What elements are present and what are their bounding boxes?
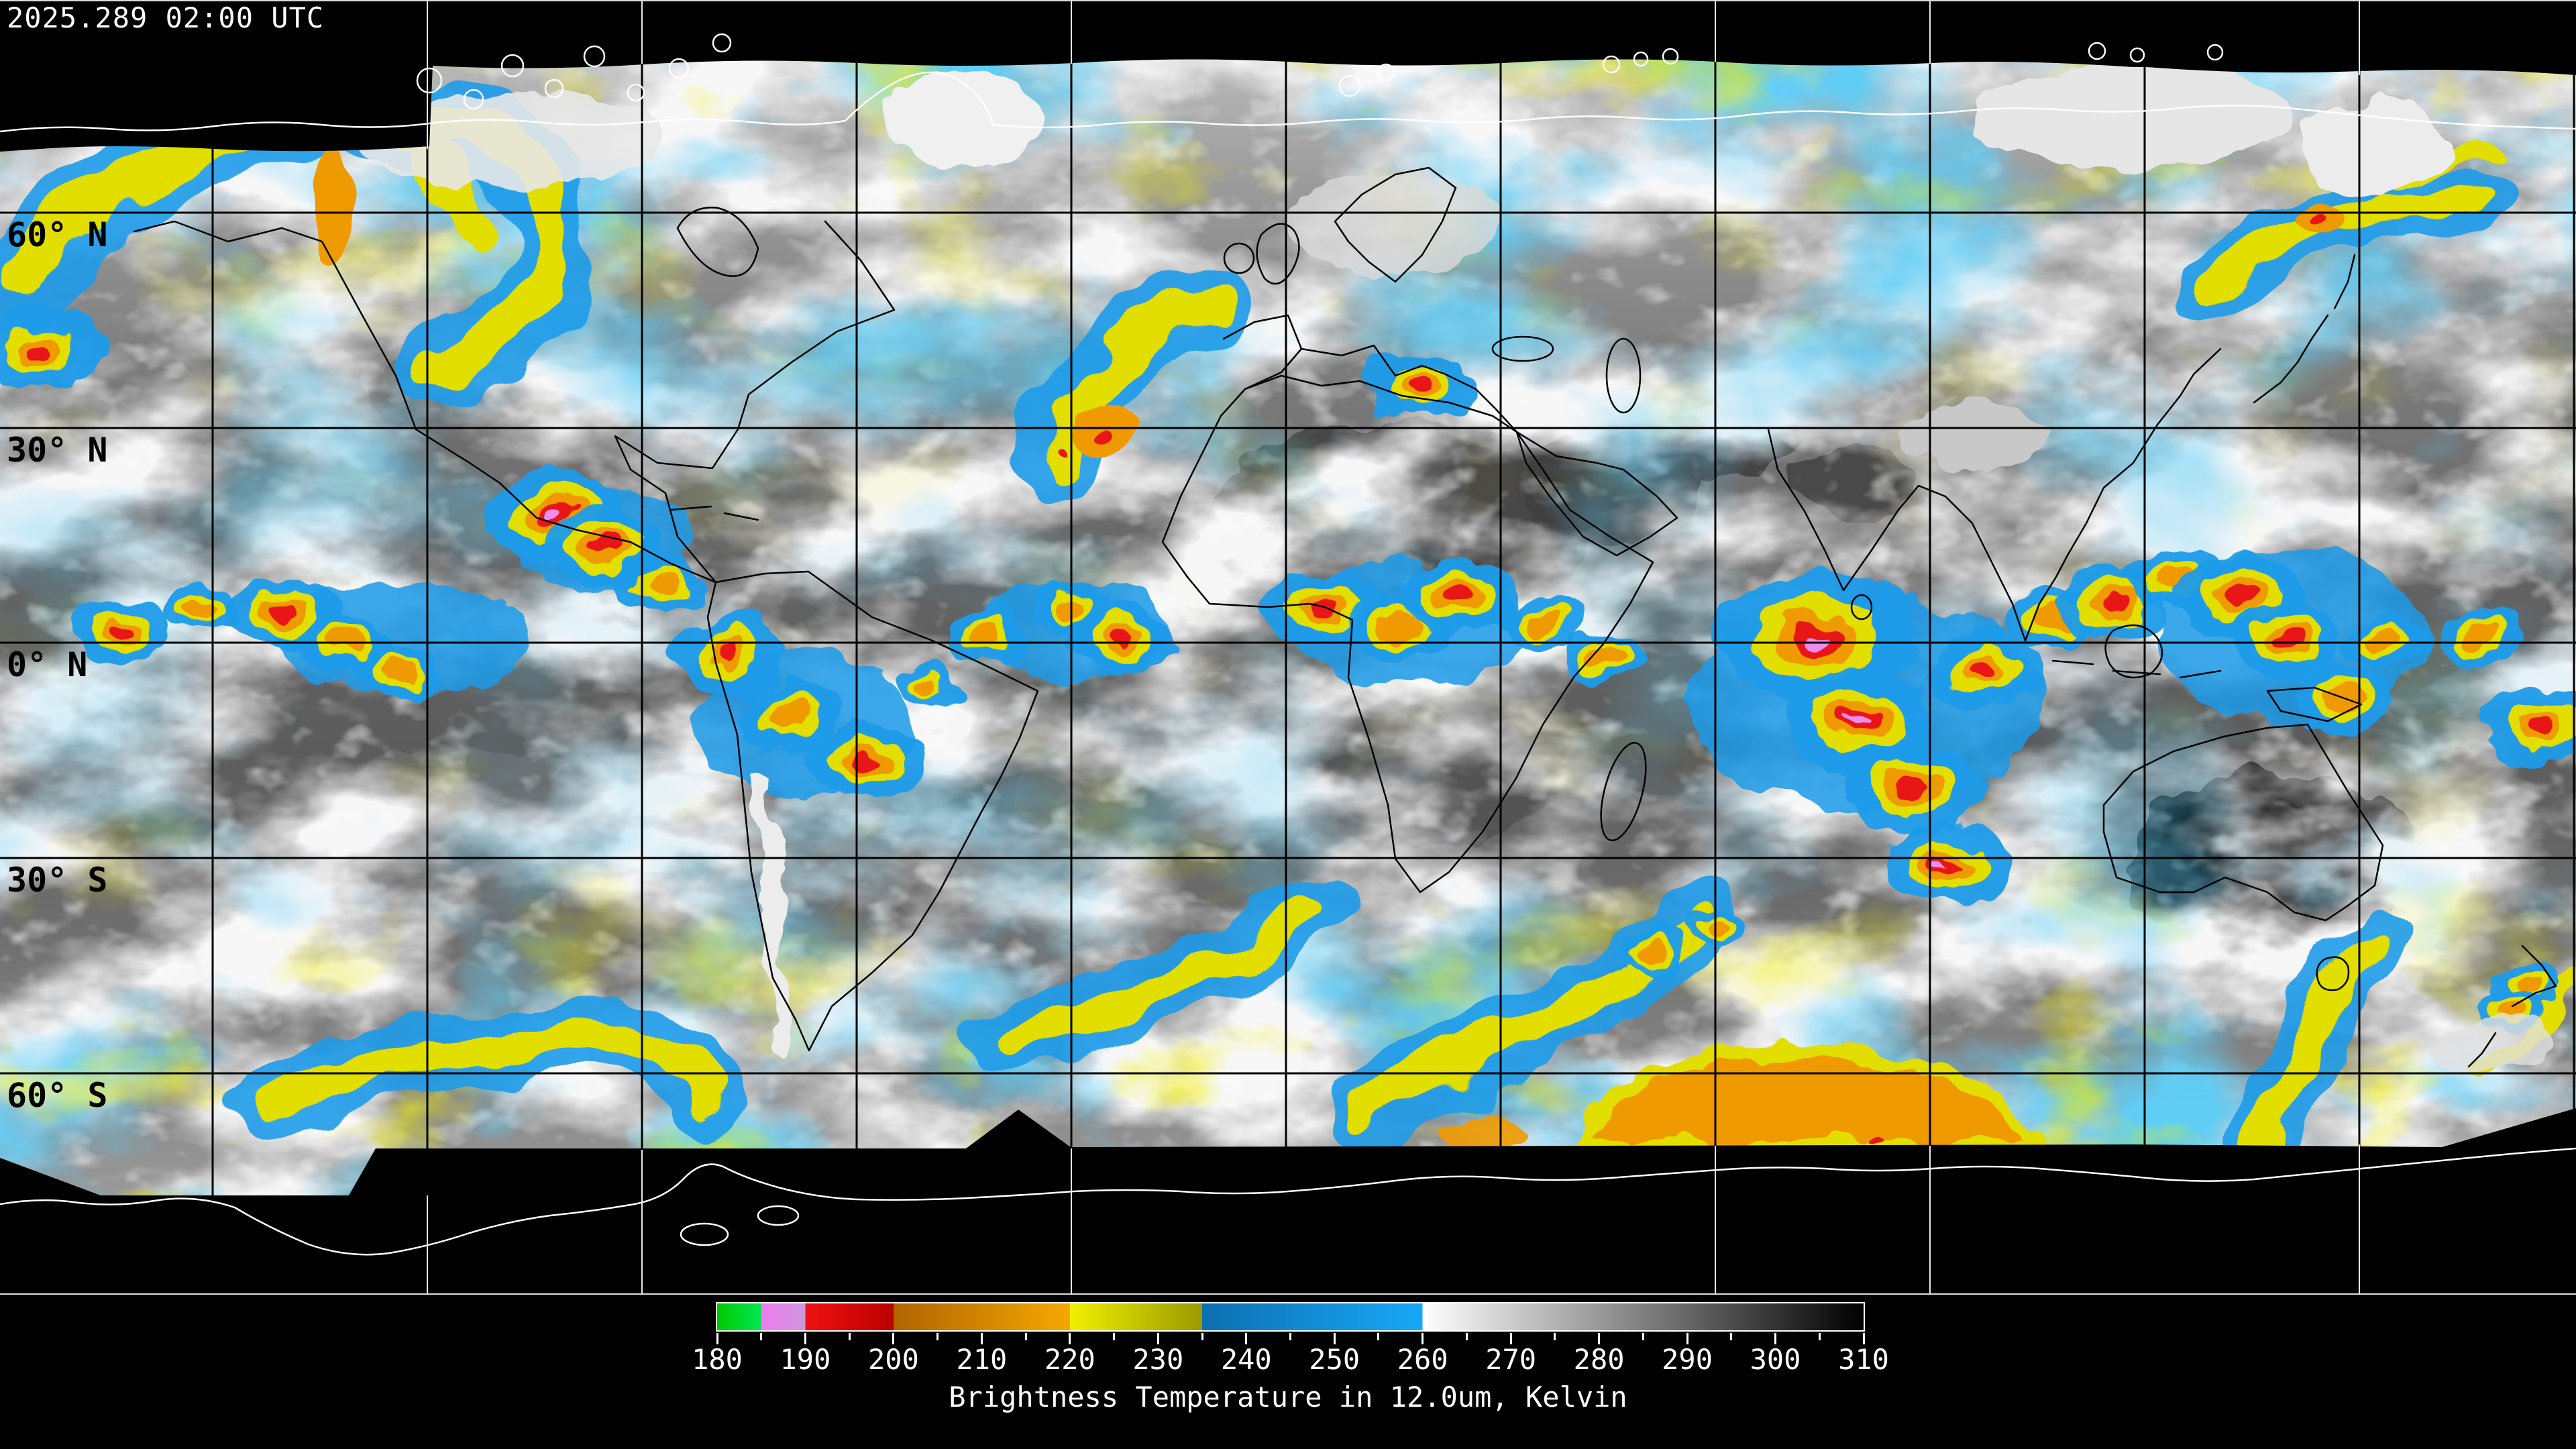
coastline-europe [1222, 166, 1642, 433]
colorbar-label-300: 300 [1750, 1343, 1801, 1376]
colorbar-tick-195 [848, 1333, 851, 1340]
coastlines-over-data [133, 166, 2557, 1068]
colorbar-tick-275 [1554, 1333, 1556, 1340]
arctic-islands [416, 33, 2224, 110]
colorbar-label-180: 180 [692, 1343, 743, 1376]
colorbar-label-190: 190 [780, 1343, 831, 1376]
colorbar-tick-280 [1598, 1333, 1601, 1344]
gridlines-over-data [0, 55, 2576, 1202]
sector-boundaries-and-frame [0, 0, 2576, 1295]
latitude-labels: 60° N 30° N 0° N 30° S 60° S [7, 215, 108, 1115]
latitude-label: 60° S [7, 1076, 108, 1115]
coastline-arabia [1515, 431, 1678, 557]
latitude-label: 0° N [7, 645, 87, 684]
colorbar-label-220: 220 [1044, 1343, 1095, 1376]
latitude-label: 60° N [7, 215, 108, 254]
colorbar-label-280: 280 [1573, 1343, 1625, 1376]
colorbar-tick-180 [716, 1333, 718, 1344]
colorbar-label-250: 250 [1309, 1343, 1360, 1376]
colorbar-tick-255 [1377, 1333, 1380, 1340]
colorbar-label-260: 260 [1397, 1343, 1448, 1376]
colorbar-tick-265 [1465, 1333, 1468, 1340]
colorbar-tick-295 [1730, 1333, 1733, 1340]
colorbar-tick-200 [892, 1333, 895, 1344]
colorbar-label-230: 230 [1132, 1343, 1184, 1376]
colorbar [716, 1302, 1865, 1332]
colorbar-tick-225 [1113, 1333, 1116, 1340]
colorbar-tick-285 [1642, 1333, 1644, 1340]
colorbar-tick-245 [1289, 1333, 1291, 1340]
colorbar-tick-235 [1201, 1333, 1203, 1340]
colorbar-label-290: 290 [1662, 1343, 1713, 1376]
latitude-label: 30° N [7, 431, 108, 470]
coastline-arctic [0, 71, 2576, 133]
cold-white-masses [356, 60, 2556, 1073]
colorbar-tick-310 [1862, 1333, 1865, 1344]
antarctic-cold-surface [1436, 1044, 2047, 1156]
colorbar-tick-215 [1024, 1333, 1027, 1340]
coastlines-over-void [0, 33, 2576, 1256]
colorbar-tick-205 [936, 1333, 939, 1340]
coastline-africa [1161, 374, 1654, 894]
colorbar-tick-270 [1509, 1333, 1512, 1344]
coastline-east-asia [2024, 254, 2363, 722]
no-data-mask-bottom [0, 1108, 2576, 1449]
colorbar-tick-190 [804, 1333, 806, 1344]
timestamp-label: 2025.289 02:00 UTC [7, 1, 325, 34]
coastline-south-asia [1767, 428, 2027, 642]
colorbar-label-240: 240 [1220, 1343, 1272, 1376]
colorbar-tick-230 [1157, 1333, 1159, 1344]
colorbar-tick-300 [1774, 1333, 1777, 1344]
colorbar-tick-260 [1421, 1333, 1424, 1344]
colorbar-tick-290 [1686, 1333, 1688, 1344]
colorbar-tick-305 [1818, 1333, 1821, 1340]
colorbar-label-270: 270 [1485, 1343, 1537, 1376]
latitude-label: 30° S [7, 861, 108, 900]
colorbar-label-200: 200 [867, 1343, 919, 1376]
colorbar-tick-210 [980, 1333, 983, 1344]
coastline-antarctica [0, 1147, 2576, 1256]
coastline-madagascar [1600, 741, 1647, 842]
colorbar-caption: Brightness Temperature in 12.0um, Kelvin [949, 1381, 1627, 1413]
coastline-new-zealand [2467, 945, 2557, 1068]
colorbar-label-310: 310 [1838, 1343, 1889, 1376]
satellite-data-layer [0, 54, 2576, 1202]
colorbar-tick-185 [760, 1333, 763, 1340]
colorbar-tick-240 [1245, 1333, 1248, 1344]
colorbar-tick-250 [1333, 1333, 1336, 1344]
colorbar-label-210: 210 [956, 1343, 1008, 1376]
no-data-mask-top [0, 0, 2576, 152]
coastline-australia [2102, 723, 2384, 991]
coastline-north-america [133, 207, 896, 584]
coastline-south-america [669, 505, 1039, 1052]
colorbar-tick-220 [1069, 1333, 1071, 1344]
